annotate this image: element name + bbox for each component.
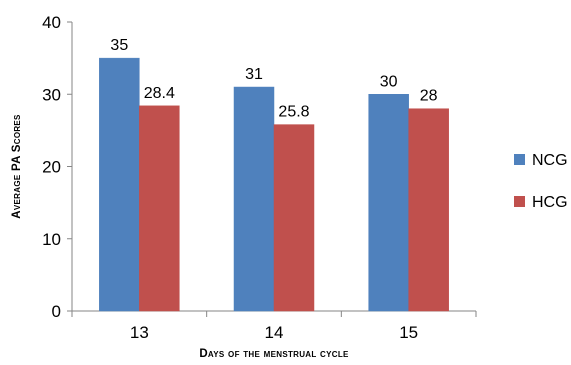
data-label-ncg-13: 35 [110, 37, 128, 54]
bar-ncg-13 [99, 57, 140, 312]
data-label-ncg-15: 30 [380, 73, 398, 90]
y-axis-title-text: Average PA Scores [11, 114, 23, 219]
legend: NCG HCG [514, 152, 568, 211]
y-axis-title: Average PA Scores [11, 114, 23, 219]
data-label-hcg-14: 25.8 [278, 104, 309, 121]
bar-hcg-15 [408, 108, 449, 312]
data-label-hcg-13: 28.4 [144, 85, 175, 102]
data-label-hcg-15: 28 [420, 88, 438, 105]
y-tick-label: 0 [52, 302, 61, 321]
legend-label-ncg: NCG [532, 152, 568, 169]
x-axis-title: Days of the menstrual cycle [199, 348, 349, 360]
legend-swatch-ncg [514, 154, 525, 165]
y-tick-label: 40 [42, 13, 61, 32]
legend-swatch-hcg [514, 196, 525, 207]
bar-ncg-14 [233, 86, 275, 312]
x-tick-label: 14 [265, 323, 284, 342]
y-tick-label: 10 [42, 230, 61, 249]
y-tick-label: 30 [42, 85, 61, 104]
x-tick-label: 15 [399, 323, 418, 342]
y-tick-label: 20 [42, 158, 61, 177]
bar-hcg-13 [139, 105, 180, 312]
data-label-ncg-14: 31 [245, 66, 263, 83]
bar-ncg-15 [368, 94, 409, 312]
legend-label-hcg: HCG [532, 194, 568, 211]
bar-hcg-14 [273, 124, 315, 312]
x-axis-title-text: Days of the menstrual cycle [199, 348, 349, 360]
x-tick-label: 13 [130, 323, 149, 342]
plot-area: 0 10 20 30 40 13 14 15 35 28.4 31 25.8 30 28 [42, 13, 477, 342]
